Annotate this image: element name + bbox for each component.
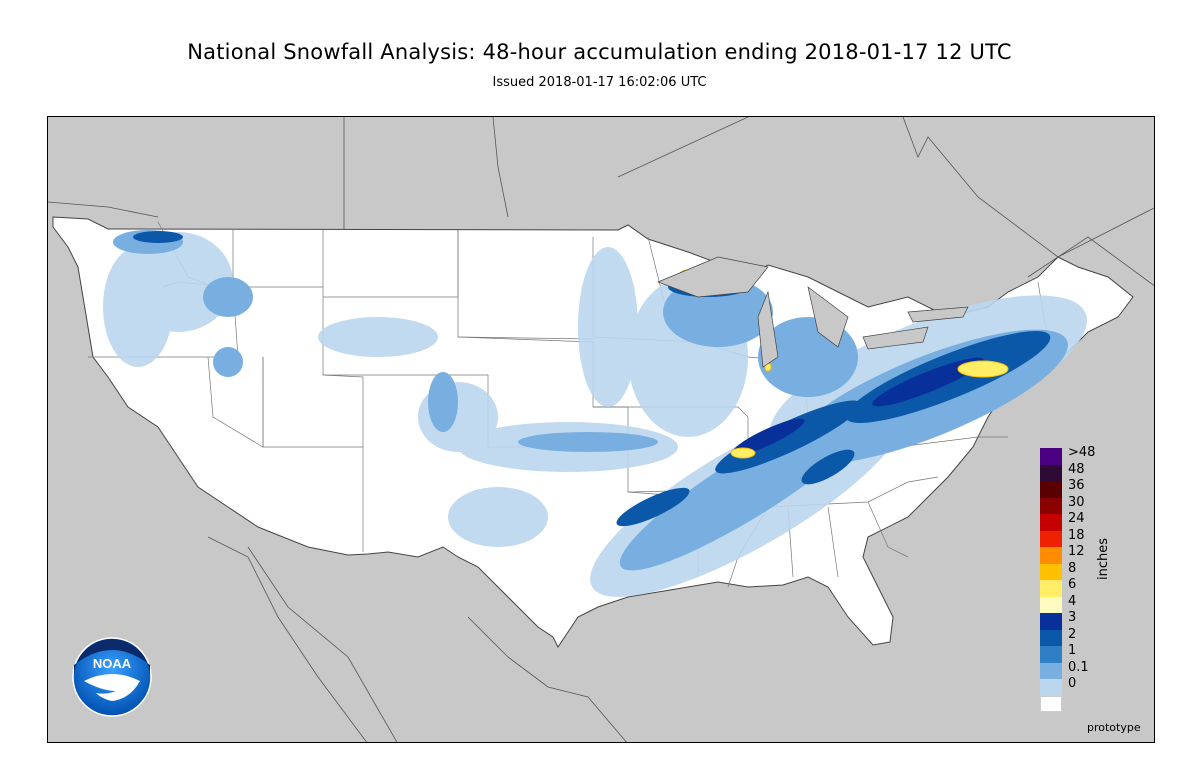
prototype-label: prototype — [1087, 721, 1141, 734]
legend-level-label: 2 — [1068, 626, 1077, 642]
legend-swatch — [1040, 547, 1062, 564]
legend-level-label: 30 — [1068, 494, 1085, 510]
legend-swatch — [1040, 464, 1062, 481]
legend-level-label: 18 — [1068, 527, 1085, 543]
logo-text: NOAA — [93, 656, 132, 671]
legend-swatch-zero — [1040, 695, 1062, 712]
legend-level-label: 12 — [1068, 544, 1085, 559]
legend-swatch — [1040, 679, 1062, 696]
legend-swatch — [1040, 580, 1062, 597]
great-lakes — [657, 256, 969, 368]
legend-level-label: 3 — [1068, 610, 1077, 625]
legend-level-label: 8 — [1068, 560, 1077, 576]
legend-level-label: >48 — [1068, 445, 1096, 460]
legend-level-label: 36 — [1068, 478, 1085, 493]
legend-swatch — [1040, 662, 1062, 679]
legend-swatch — [1040, 613, 1062, 630]
legend-level-label: 1 — [1068, 643, 1077, 658]
snow-very-heavy — [731, 357, 984, 456]
neighbor-borders — [48, 117, 1154, 742]
legend-unit-label: inches — [1096, 537, 1111, 580]
map-title: National Snowfall Analysis: 48-hour accu… — [187, 40, 1012, 64]
legend-swatch — [1040, 563, 1062, 580]
legend-swatch — [1040, 596, 1062, 613]
legend-swatch — [1040, 497, 1062, 514]
legend-swatch — [1040, 448, 1062, 465]
legend-level-label: 4 — [1068, 593, 1077, 609]
legend-swatch — [1040, 530, 1062, 547]
legend-level-label: 24 — [1068, 511, 1085, 526]
issued-timestamp: Issued 2018-01-17 16:02:06 UTC — [492, 75, 707, 90]
noaa-logo-icon: NOAA — [72, 637, 152, 717]
legend-level-label: 6 — [1068, 577, 1077, 592]
legend-level-label: 0.1 — [1068, 659, 1089, 675]
snowfall-map — [47, 116, 1155, 743]
legend-swatch — [1040, 481, 1062, 498]
legend-level-label: 48 — [1068, 461, 1085, 477]
legend-swatch — [1040, 646, 1062, 663]
legend-swatch — [1040, 629, 1062, 646]
legend-level-label: 0 — [1068, 676, 1077, 691]
legend-swatch — [1040, 514, 1062, 531]
map-svg — [48, 117, 1154, 742]
